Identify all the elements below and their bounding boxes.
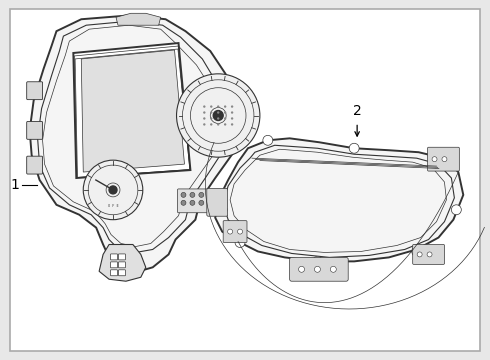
Circle shape bbox=[83, 160, 143, 220]
Circle shape bbox=[190, 192, 195, 197]
Polygon shape bbox=[74, 43, 191, 178]
Circle shape bbox=[417, 252, 422, 257]
Circle shape bbox=[224, 105, 226, 108]
Circle shape bbox=[231, 123, 233, 126]
Circle shape bbox=[213, 111, 223, 121]
FancyBboxPatch shape bbox=[119, 254, 125, 260]
Text: O F E: O F E bbox=[108, 204, 119, 208]
FancyBboxPatch shape bbox=[111, 254, 118, 260]
Circle shape bbox=[203, 111, 205, 114]
Polygon shape bbox=[116, 13, 161, 25]
FancyBboxPatch shape bbox=[428, 147, 459, 171]
Circle shape bbox=[203, 123, 205, 126]
Circle shape bbox=[224, 117, 226, 120]
FancyBboxPatch shape bbox=[413, 244, 444, 264]
Circle shape bbox=[228, 229, 233, 234]
Circle shape bbox=[313, 256, 322, 266]
FancyBboxPatch shape bbox=[177, 189, 209, 213]
FancyBboxPatch shape bbox=[207, 188, 228, 216]
Circle shape bbox=[190, 201, 195, 205]
Circle shape bbox=[203, 117, 205, 120]
FancyBboxPatch shape bbox=[119, 262, 125, 268]
Circle shape bbox=[109, 186, 117, 194]
Circle shape bbox=[432, 157, 437, 162]
Circle shape bbox=[224, 111, 226, 114]
FancyBboxPatch shape bbox=[119, 270, 125, 276]
Circle shape bbox=[217, 117, 220, 120]
Circle shape bbox=[231, 117, 233, 120]
Circle shape bbox=[427, 252, 432, 257]
Circle shape bbox=[224, 123, 226, 126]
Circle shape bbox=[217, 111, 220, 114]
Circle shape bbox=[217, 105, 220, 108]
Circle shape bbox=[442, 157, 447, 162]
Circle shape bbox=[231, 105, 233, 108]
Polygon shape bbox=[81, 50, 184, 172]
Circle shape bbox=[315, 266, 320, 272]
Circle shape bbox=[263, 135, 273, 145]
FancyBboxPatch shape bbox=[26, 156, 43, 174]
Polygon shape bbox=[30, 15, 240, 271]
FancyBboxPatch shape bbox=[290, 257, 348, 281]
Circle shape bbox=[412, 247, 421, 256]
FancyBboxPatch shape bbox=[111, 270, 118, 276]
Circle shape bbox=[434, 155, 443, 165]
Polygon shape bbox=[215, 138, 464, 261]
Circle shape bbox=[217, 123, 220, 126]
Circle shape bbox=[176, 74, 260, 157]
Text: 2: 2 bbox=[353, 104, 362, 118]
FancyBboxPatch shape bbox=[223, 221, 247, 243]
Circle shape bbox=[349, 143, 359, 153]
Circle shape bbox=[298, 266, 305, 272]
Circle shape bbox=[181, 201, 186, 205]
Circle shape bbox=[238, 229, 243, 234]
Circle shape bbox=[199, 192, 204, 197]
Circle shape bbox=[210, 105, 213, 108]
Circle shape bbox=[210, 111, 213, 114]
Polygon shape bbox=[99, 244, 146, 281]
Circle shape bbox=[217, 205, 227, 215]
FancyBboxPatch shape bbox=[26, 82, 43, 100]
Circle shape bbox=[451, 205, 461, 215]
Circle shape bbox=[210, 117, 213, 120]
Circle shape bbox=[203, 105, 205, 108]
FancyBboxPatch shape bbox=[111, 262, 118, 268]
Circle shape bbox=[330, 266, 336, 272]
Circle shape bbox=[210, 123, 213, 126]
Circle shape bbox=[181, 192, 186, 197]
Circle shape bbox=[199, 201, 204, 205]
Circle shape bbox=[235, 238, 245, 247]
Circle shape bbox=[231, 111, 233, 114]
Text: 1: 1 bbox=[11, 178, 20, 192]
FancyBboxPatch shape bbox=[10, 9, 480, 351]
FancyBboxPatch shape bbox=[26, 121, 43, 139]
